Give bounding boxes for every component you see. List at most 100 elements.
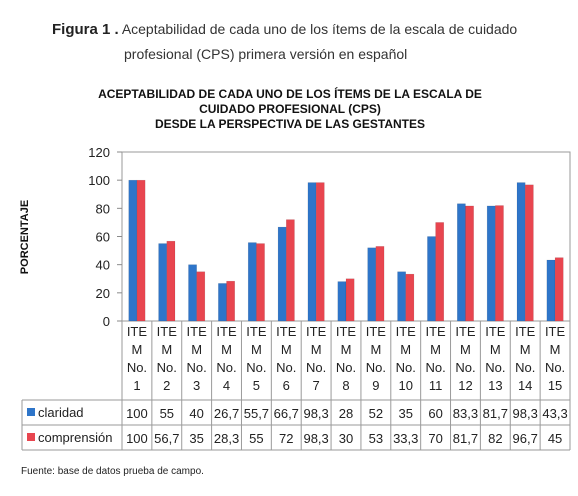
data-table-value: 55,7 bbox=[244, 406, 269, 421]
bar-comprension bbox=[226, 280, 235, 322]
bar-comprension bbox=[495, 205, 504, 322]
legend-key-comprension bbox=[27, 433, 35, 441]
x-category-label: No. bbox=[336, 360, 356, 375]
data-table-value: 98,3 bbox=[303, 406, 328, 421]
data-table-value: 55 bbox=[160, 406, 174, 421]
chart-title-line: CUIDADO PROFESIONAL (CPS) bbox=[199, 102, 381, 116]
x-category-label: M bbox=[460, 342, 471, 357]
bar-claridad bbox=[397, 271, 406, 322]
y-tick-label: 100 bbox=[88, 173, 110, 188]
source-note: Fuente: base de datos prueba de campo. bbox=[21, 466, 204, 477]
bar-claridad bbox=[516, 182, 526, 322]
x-category-label: No. bbox=[455, 360, 475, 375]
data-table-value: 33,3 bbox=[393, 431, 418, 446]
x-category-label: ITE bbox=[396, 324, 417, 339]
x-category-label: M bbox=[251, 342, 262, 357]
x-category-label: 11 bbox=[429, 378, 443, 393]
x-category-label: M bbox=[430, 342, 441, 357]
x-category-label: ITE bbox=[485, 324, 506, 339]
bar-claridad bbox=[128, 179, 138, 322]
x-category-label: 3 bbox=[193, 378, 200, 393]
legend-key-claridad bbox=[27, 408, 35, 416]
data-table-value: 81,7 bbox=[453, 431, 478, 446]
data-table-value: 56,7 bbox=[154, 431, 179, 446]
x-category-label: 6 bbox=[283, 378, 290, 393]
bar-claridad bbox=[307, 182, 317, 322]
x-category-label: 9 bbox=[372, 378, 379, 393]
x-category-label: ITE bbox=[306, 324, 327, 339]
x-category-label: M bbox=[161, 342, 172, 357]
x-category-label: No. bbox=[425, 360, 445, 375]
data-table-value: 28,3 bbox=[214, 431, 239, 446]
x-category-label: M bbox=[520, 342, 531, 357]
data-table-value: 98,3 bbox=[303, 431, 328, 446]
data-table-value: 40 bbox=[189, 406, 203, 421]
x-category-label: 4 bbox=[223, 378, 230, 393]
bar-comprension bbox=[375, 246, 385, 322]
x-category-label: M bbox=[132, 342, 143, 357]
data-table-value: 43,3 bbox=[542, 406, 567, 421]
x-category-label: No. bbox=[187, 360, 207, 375]
bar-comprension bbox=[524, 184, 534, 322]
legend-label: comprensión bbox=[38, 430, 112, 445]
bar-comprension bbox=[136, 179, 146, 322]
x-category-label: No. bbox=[216, 360, 236, 375]
data-table-value: 35 bbox=[398, 406, 412, 421]
bar-comprension bbox=[286, 219, 295, 322]
bar-comprension bbox=[465, 205, 474, 322]
figure-label: Figura 1 . bbox=[52, 21, 119, 38]
bar-claridad bbox=[457, 203, 466, 322]
y-tick-label: 40 bbox=[96, 258, 110, 273]
x-category-label: ITE bbox=[425, 324, 446, 339]
data-table-value: 100 bbox=[126, 406, 148, 421]
x-category-label: 8 bbox=[342, 378, 349, 393]
x-category-label: 1 bbox=[133, 378, 140, 393]
x-category-label: No. bbox=[485, 360, 505, 375]
x-category-label: ITE bbox=[545, 324, 566, 339]
y-tick-label: 120 bbox=[88, 145, 110, 160]
y-axis-label: PORCENTAJE bbox=[19, 200, 31, 274]
bar-claridad bbox=[546, 259, 556, 322]
x-category-label: ITE bbox=[216, 324, 237, 339]
x-category-label: ITE bbox=[515, 324, 536, 339]
legend-label: claridad bbox=[38, 405, 84, 420]
data-table-value: 55 bbox=[249, 431, 263, 446]
x-category-label: No. bbox=[306, 360, 326, 375]
data-table-value: 28 bbox=[339, 406, 353, 421]
data-table-value: 96,7 bbox=[513, 431, 538, 446]
x-category-label: No. bbox=[545, 360, 565, 375]
bar-comprension bbox=[554, 257, 564, 322]
x-category-label: 12 bbox=[458, 378, 472, 393]
x-category-label: No. bbox=[127, 360, 147, 375]
x-category-label: M bbox=[370, 342, 381, 357]
data-table-value: 45 bbox=[548, 431, 562, 446]
x-category-label: M bbox=[490, 342, 501, 357]
chart-title-line: ACEPTABILIDAD DE CADA UNO DE LOS ÍTEMS D… bbox=[98, 86, 482, 101]
data-table-value: 98,3 bbox=[513, 406, 538, 421]
data-table-value: 66,7 bbox=[274, 406, 299, 421]
bar-comprension bbox=[166, 240, 176, 322]
bar-claridad bbox=[367, 247, 377, 322]
bar-claridad bbox=[158, 243, 168, 322]
bar-comprension bbox=[256, 243, 265, 322]
x-category-label: M bbox=[550, 342, 561, 357]
chart-title-line: DESDE LA PERSPECTIVA DE LAS GESTANTES bbox=[155, 117, 425, 131]
x-category-label: 10 bbox=[398, 378, 412, 393]
x-category-label: ITE bbox=[276, 324, 297, 339]
bar-comprension bbox=[435, 222, 445, 322]
data-table-value: 81,7 bbox=[483, 406, 508, 421]
y-tick-label: 80 bbox=[96, 201, 110, 216]
x-category-label: No. bbox=[276, 360, 296, 375]
data-table-value: 72 bbox=[279, 431, 293, 446]
data-table-value: 30 bbox=[339, 431, 353, 446]
x-category-label: M bbox=[221, 342, 232, 357]
bar-comprension bbox=[315, 182, 325, 322]
bar-claridad bbox=[486, 205, 496, 322]
x-category-label: ITE bbox=[336, 324, 357, 339]
x-category-label: No. bbox=[246, 360, 266, 375]
data-table-value: 26,7 bbox=[214, 406, 239, 421]
x-category-label: No. bbox=[366, 360, 386, 375]
bar-comprension bbox=[345, 278, 355, 322]
figure-caption-text-2: profesional (CPS) primera versión en esp… bbox=[124, 46, 408, 62]
